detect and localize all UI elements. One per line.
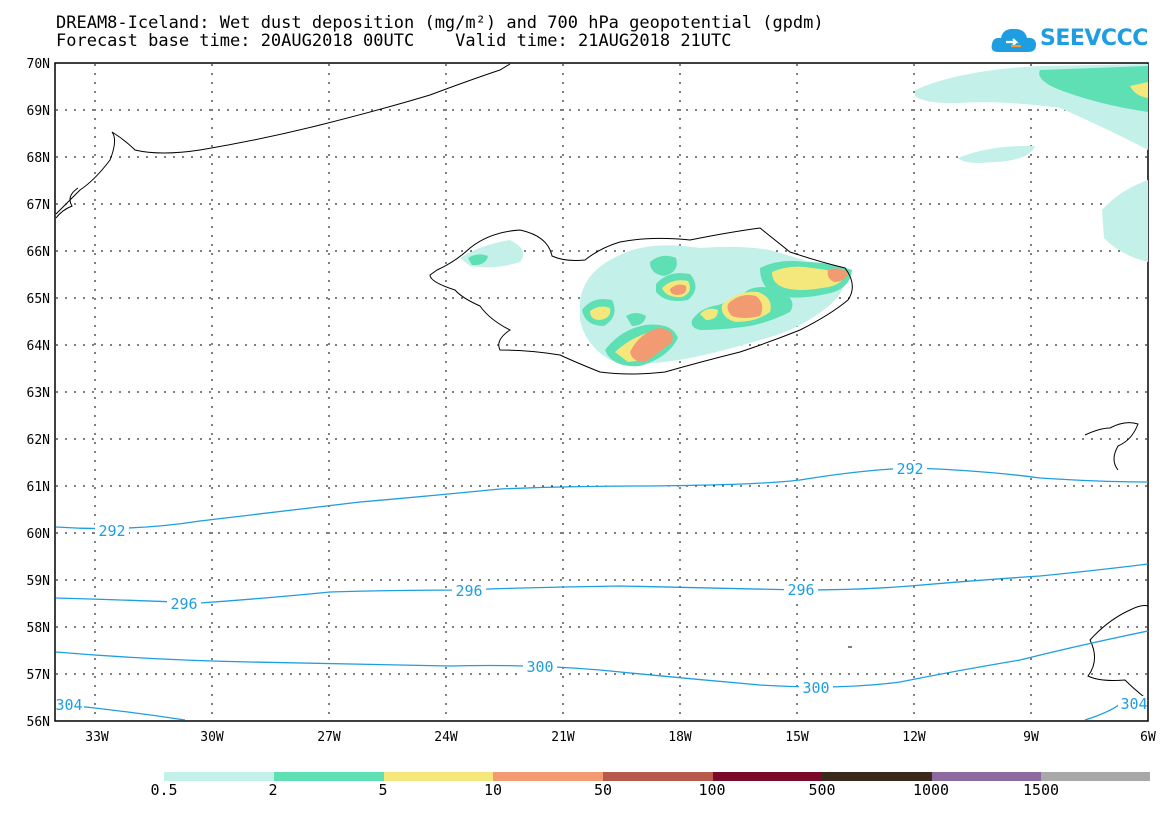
- lon-label-30w: 30W: [200, 730, 224, 745]
- longitude-labels: 33W 30W 27W 24W 21W 18W 15W 12W 9W 6W: [85, 730, 1156, 745]
- contour-label-304-west: 304: [55, 696, 82, 714]
- contour-label-292-east: 292: [896, 460, 923, 478]
- lon-label-21w: 21W: [551, 730, 575, 745]
- contour-label-296-east: 296: [787, 581, 814, 599]
- latitude-labels: 70N 69N 68N 67N 66N 65N 64N 63N 62N 61N …: [27, 57, 50, 730]
- lat-label-62n: 62N: [27, 433, 50, 448]
- legend-swatch-5: [713, 772, 822, 781]
- legend-label-50: 50: [593, 781, 613, 799]
- lat-label-63n: 63N: [27, 386, 50, 401]
- lon-label-6w: 6W: [1140, 730, 1156, 745]
- parallel-gridlines: [56, 109, 1147, 675]
- legend-label-10: 10: [483, 781, 503, 799]
- logo-text: SEEVCCC: [1040, 26, 1148, 51]
- lon-label-12w: 12W: [902, 730, 926, 745]
- lon-label-24w: 24W: [434, 730, 458, 745]
- legend-label-100: 100: [698, 781, 726, 799]
- lat-label-61n: 61N: [27, 480, 50, 495]
- lat-label-57n: 57N: [27, 668, 50, 683]
- lat-label-67n: 67N: [27, 198, 50, 213]
- legend-swatch-2: [384, 772, 493, 781]
- legend-swatch-7: [932, 772, 1041, 781]
- lon-label-33w: 33W: [85, 730, 109, 745]
- legend-swatch-0: [164, 772, 274, 781]
- legend-swatch-4: [603, 772, 713, 781]
- lat-label-60n: 60N: [27, 527, 50, 542]
- chart-title-line1: DREAM8-Iceland: Wet dust deposition (mg/…: [56, 13, 824, 33]
- legend-swatch-8: [1041, 772, 1150, 781]
- legend-label-1000: 1000: [912, 781, 950, 799]
- contour-label-300-east: 300: [802, 679, 829, 697]
- lat-label-58n: 58N: [27, 621, 50, 636]
- lon-label-15w: 15W: [785, 730, 809, 745]
- lat-label-56n: 56N: [27, 715, 50, 730]
- legend-swatch-6: [822, 772, 932, 781]
- legend-colorbar: [164, 772, 1150, 781]
- coastlines: [55, 63, 1149, 702]
- contour-label-296-west: 296: [170, 595, 197, 613]
- legend-label-5: 5: [378, 781, 388, 799]
- legend-label-1500: 1500: [1022, 781, 1060, 799]
- legend-label-500: 500: [808, 781, 836, 799]
- lat-label-68n: 68N: [27, 151, 50, 166]
- legend-label-2: 2: [268, 781, 278, 799]
- legend-swatch-3: [493, 772, 603, 781]
- lat-label-59n: 59N: [27, 574, 50, 589]
- lat-label-70n: 70N: [27, 57, 50, 72]
- lat-label-65n: 65N: [27, 292, 50, 307]
- lat-label-64n: 64N: [27, 339, 50, 354]
- lon-label-9w: 9W: [1023, 730, 1039, 745]
- lon-label-27w: 27W: [317, 730, 341, 745]
- map-frame: [54, 62, 1149, 722]
- contour-label-300-center: 300: [526, 658, 553, 676]
- legend-swatch-1: [274, 772, 384, 781]
- legend-label-0.5: 0.5: [150, 781, 178, 799]
- contour-label-296-center: 296: [455, 582, 482, 600]
- deposition-shading-iceland: [460, 240, 852, 367]
- contour-label-292-west: 292: [98, 522, 125, 540]
- geopotential-contours: [55, 467, 1149, 721]
- contour-label-group: 292 292 296 296 296 300 300 304 304: [55, 460, 1147, 714]
- lat-label-69n: 69N: [27, 104, 50, 119]
- meridian-gridlines: [94, 64, 1032, 720]
- lon-label-18w: 18W: [668, 730, 692, 745]
- chart-title-line2: Forecast base time: 20AUG2018 00UTC Vali…: [56, 31, 732, 51]
- cloud-logo-icon: [991, 28, 1036, 52]
- contour-label-304-east: 304: [1120, 695, 1147, 713]
- lat-label-66n: 66N: [27, 245, 50, 260]
- deposition-shading-northeast: [915, 64, 1148, 262]
